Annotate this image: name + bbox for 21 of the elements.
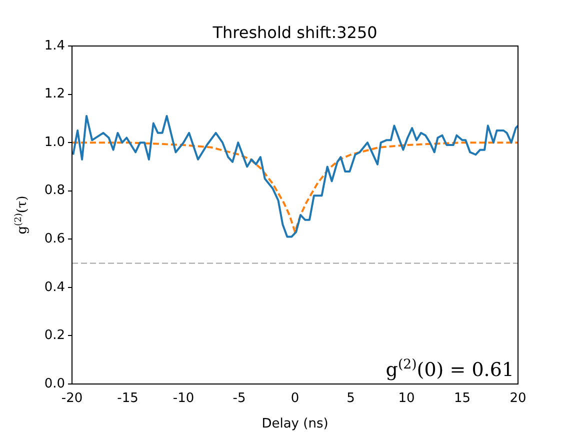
y-tick-label: 0.8 — [44, 183, 65, 198]
chart-title: Threshold shift:3250 — [212, 23, 378, 42]
x-tick-label: -5 — [232, 391, 246, 406]
y-axis-title: g(2)(τ) — [14, 196, 30, 234]
y-tick-label: 0.0 — [44, 376, 65, 392]
x-tick-label: -10 — [172, 391, 194, 406]
x-tick-label: 10 — [398, 391, 415, 406]
y-tick-label: 0.4 — [44, 280, 65, 295]
y-tick-label: 1.4 — [44, 38, 65, 54]
line-series — [72, 142, 518, 233]
x-tick-label: 15 — [454, 391, 471, 406]
x-tick-label: -20 — [61, 391, 83, 406]
x-tick-label: -15 — [117, 391, 138, 406]
x-tick-label: 20 — [510, 391, 526, 406]
x-axis-title: Delay (ns) — [262, 416, 328, 432]
x-tick-label: 0 — [290, 391, 300, 406]
y-tick-label: 0.6 — [44, 232, 65, 247]
y-tick-label: 0.2 — [44, 328, 65, 344]
x-tick-label: 5 — [346, 391, 355, 406]
y-tick-label: 1.2 — [44, 86, 65, 102]
y-tick-label: 1.0 — [44, 134, 65, 150]
